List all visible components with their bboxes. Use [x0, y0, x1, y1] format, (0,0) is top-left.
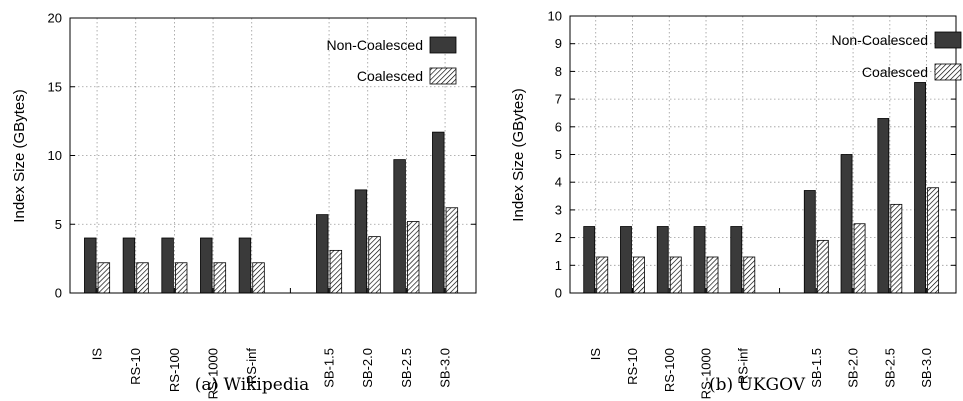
chart-b-y-tick-label: 2 [555, 230, 562, 245]
chart-a-legend-non-coalesced-label: Non-Coalesced [327, 37, 424, 53]
chart-b-bar-non-coalesced [620, 226, 632, 294]
chart-a-bar-non-coalesced [122, 237, 136, 294]
chart-a-x-tick-label: RS-inf [244, 348, 259, 385]
chart-b-x-tick-label: RS-inf [735, 348, 750, 385]
chart-a-x-tick-label: SB-2.5 [399, 348, 414, 388]
chart-a-bar-coalesced [252, 262, 265, 294]
chart-a-x-ticks: IS RS-10 RS-100 RS-1000 RS-inf SB-1.5 SB-2.0 SB… [90, 288, 453, 399]
chart-b-bars [583, 82, 940, 294]
chart-b-bar-coalesced [927, 187, 940, 294]
chart-a-y-tick-label: 5 [55, 217, 62, 232]
chart-a-bar-coalesced [174, 262, 188, 294]
chart-b-bar-non-coalesced [730, 226, 743, 294]
chart-a-x-tick-label: IS [90, 348, 105, 361]
chart-b-bar-non-coalesced [803, 190, 816, 294]
chart-b-x-ticks: IS RS-10 RS-100 RS-1000 RS-inf SB-1.5 SB-2.0 SB… [588, 288, 934, 399]
chart-a-bar-coalesced [368, 236, 381, 294]
chart-a-y-ticks: 0 5 10 15 20 [48, 11, 476, 301]
chart-a-bar-non-coalesced [432, 131, 445, 294]
chart-b-y-tick-label: 10 [548, 9, 562, 24]
chart-b-bar-coalesced [706, 256, 719, 294]
chart-a-x-tick-label: SB-3.0 [438, 348, 453, 388]
chart-a-y-axis-label: Index Size (GBytes) [11, 89, 28, 222]
chart-b-bar-coalesced [816, 239, 829, 294]
chart-b-y-tick-label: 1 [555, 258, 562, 273]
chart-b-bar-coalesced [743, 256, 756, 294]
chart-a-bar-coalesced [97, 262, 111, 294]
chart-b-legend-non-coalesced-label: Non-Coalesced [832, 32, 929, 48]
chart-a-legend: Non-Coalesced Coalesced [327, 36, 457, 85]
chart-b-legend-coalesced-label: Coalesced [862, 64, 928, 80]
chart-b-y-tick-label: 8 [555, 64, 562, 79]
chart-b-x-tick-label: SB-1.5 [809, 348, 824, 388]
chart-a-bar-coalesced [136, 262, 149, 294]
chart-a-bar-non-coalesced [161, 237, 174, 294]
chart-a-legend-coalesced-swatch [429, 67, 457, 85]
chart-a-bars [84, 131, 459, 294]
chart-b-bar-non-coalesced [877, 118, 890, 294]
chart-a-bar-coalesced [445, 207, 459, 294]
chart-b-x-tick-label: SB-2.5 [882, 348, 897, 388]
chart-a-caption: (a) Wikipedia [195, 375, 310, 395]
chart-b-bar-coalesced [890, 203, 903, 294]
chart-b-bar-non-coalesced [840, 154, 853, 294]
chart-a-legend-coalesced-label: Coalesced [357, 68, 423, 84]
chart-b-y-tick-label: 5 [555, 147, 562, 162]
chart-b-x-tick-label: SB-3.0 [919, 348, 934, 388]
chart-b-x-tick-label: RS-10 [625, 348, 640, 385]
chart-a-bar-coalesced [213, 262, 227, 294]
chart-b-y-axis-label: Index Size (GBytes) [510, 88, 527, 221]
chart-b-legend-coalesced-swatch [934, 63, 962, 81]
chart-b-y-ticks: 0 1 2 3 4 5 6 7 8 9 10 [548, 9, 956, 301]
chart-b-y-tick-label: 0 [555, 286, 562, 301]
chart-b-bar-non-coalesced [656, 226, 669, 294]
chart-a-y-tick-label: 0 [55, 286, 62, 301]
chart-b-bar-non-coalesced [914, 82, 926, 294]
chart-a-bar-non-coalesced [238, 237, 252, 294]
chart-b-y-tick-label: 6 [555, 119, 562, 134]
chart-a-bar-non-coalesced [84, 237, 97, 294]
chart-a-bar-non-coalesced [354, 189, 368, 294]
chart-b-bar-coalesced [853, 223, 866, 294]
chart-b-legend-non-coalesced-swatch [934, 31, 962, 49]
chart-a-bar-non-coalesced [200, 237, 213, 294]
chart-b-x-tick-label: IS [588, 348, 603, 361]
chart-b-y-tick-label: 4 [555, 175, 562, 190]
chart-b-bar-coalesced [596, 256, 609, 294]
chart-a-y-tick-label: 20 [48, 11, 62, 26]
chart-a-bar-coalesced [406, 221, 420, 294]
chart-b-x-tick-label: SB-2.0 [846, 348, 861, 388]
chart-a-legend-non-coalesced-swatch [429, 36, 457, 54]
chart-b-bar-non-coalesced [693, 226, 706, 294]
chart-a-grid [70, 18, 476, 293]
chart-b-y-tick-label: 9 [555, 36, 562, 51]
chart-b-bar-coalesced [633, 256, 645, 294]
chart-b-x-tick-label: RS-1000 [699, 348, 714, 399]
chart-a-y-tick-label: 10 [48, 148, 62, 163]
chart-b-y-tick-label: 7 [555, 92, 562, 107]
chart-a-x-tick-label: RS-100 [167, 348, 182, 392]
chart-b: 0 1 2 3 4 5 6 7 8 9 10 IS RS-10 RS-100 RS-1000 RS-inf S… [510, 9, 962, 399]
chart-a-bar-non-coalesced [316, 214, 329, 294]
chart-b-y-tick-label: 3 [555, 202, 562, 217]
chart-b-bar-coalesced [669, 256, 682, 294]
chart-a-bar-non-coalesced [393, 159, 406, 294]
chart-a-x-tick-label: RS-10 [128, 348, 143, 385]
chart-a-bar-coalesced [329, 249, 343, 294]
chart-b-bar-non-coalesced [583, 226, 596, 294]
chart-a-x-tick-label: SB-1.5 [322, 348, 337, 388]
chart-b-caption: (b) UKGOV [709, 375, 806, 395]
chart-a-x-tick-label: RS-1000 [206, 348, 221, 399]
chart-b-legend: Non-Coalesced Coalesced [832, 31, 962, 81]
chart-a: 0 5 10 15 20 IS RS-10 RS-100 RS-1000 RS-inf SB-1.… [11, 11, 477, 399]
chart-a-y-tick-label: 15 [48, 79, 62, 94]
chart-a-x-tick-label: SB-2.0 [360, 348, 375, 388]
chart-b-x-tick-label: RS-100 [662, 348, 677, 392]
